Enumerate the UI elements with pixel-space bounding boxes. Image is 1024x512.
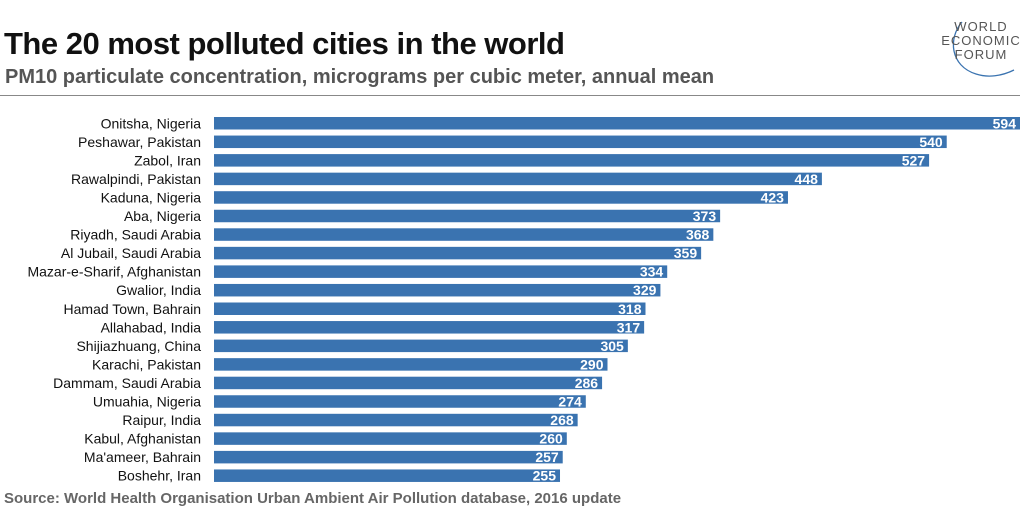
data-label: 540 — [919, 134, 943, 150]
bar — [214, 469, 561, 482]
data-label: 423 — [761, 189, 785, 205]
category-label: Boshehr, Iran — [118, 468, 201, 484]
data-label: 268 — [550, 412, 574, 428]
category-label: Allahabad, India — [101, 319, 202, 335]
category-label: Karachi, Pakistan — [92, 356, 201, 372]
source-note: Source: World Health Organisation Urban … — [4, 490, 622, 507]
data-label: 274 — [558, 394, 582, 410]
data-label: 594 — [993, 115, 1017, 131]
data-label: 334 — [640, 264, 664, 280]
logo-text: ECONOMIC — [941, 33, 1021, 48]
data-label: 317 — [617, 319, 641, 335]
bar — [214, 117, 1020, 130]
bar — [214, 172, 822, 186]
data-label: 286 — [575, 375, 599, 391]
category-label: Al Jubail, Saudi Arabia — [61, 245, 201, 261]
category-label: Kaduna, Nigeria — [101, 189, 202, 205]
data-label: 368 — [686, 227, 710, 243]
data-label: 527 — [902, 152, 926, 168]
data-label: 290 — [580, 356, 604, 372]
category-label: Aba, Nigeria — [124, 208, 201, 224]
bar — [214, 432, 567, 445]
data-label: 359 — [674, 245, 698, 261]
category-label: Kabul, Afghanistan — [84, 431, 201, 447]
category-label: Ma'ameer, Bahrain — [84, 449, 201, 465]
data-label: 373 — [693, 208, 717, 224]
bar — [214, 209, 721, 223]
data-label: 318 — [618, 301, 642, 317]
data-label: 448 — [795, 171, 819, 187]
bar — [214, 450, 563, 464]
data-label: 257 — [535, 449, 559, 465]
category-label: Riyadh, Saudi Arabia — [70, 227, 201, 243]
bar — [214, 283, 661, 297]
bar — [214, 135, 947, 149]
category-label: Dammam, Saudi Arabia — [53, 375, 201, 391]
divider — [0, 95, 1020, 96]
chart-subtitle: PM10 particulate concentration, microgra… — [5, 66, 715, 88]
bar — [214, 154, 930, 167]
category-label: Hamad Town, Bahrain — [64, 301, 201, 317]
bar — [214, 265, 668, 278]
bar — [214, 413, 578, 427]
data-label: 260 — [539, 431, 563, 447]
bar — [214, 228, 714, 241]
logo-text: FORUM — [954, 47, 1008, 62]
bar — [214, 246, 702, 260]
category-label: Gwalior, India — [116, 282, 201, 298]
category-label: Shijiazhuang, China — [76, 338, 201, 354]
wef-logo: WORLD ECONOMIC FORUM — [940, 18, 1022, 78]
bar — [214, 302, 646, 315]
category-label: Raipur, India — [122, 412, 201, 428]
data-label: 255 — [533, 468, 557, 484]
category-label: Rawalpindi, Pakistan — [71, 171, 201, 187]
category-label: Onitsha, Nigeria — [101, 115, 202, 131]
bar — [214, 376, 603, 390]
bar — [214, 191, 788, 204]
bar — [214, 358, 608, 371]
bar — [214, 321, 645, 334]
category-label: Umuahia, Nigeria — [93, 394, 201, 410]
logo-text: WORLD — [954, 19, 1008, 34]
logo-arc-icon — [952, 21, 1015, 77]
category-label: Mazar-e-Sharif, Afghanistan — [27, 264, 201, 280]
category-label: Peshawar, Pakistan — [78, 134, 201, 150]
chart-title: The 20 most polluted cities in the world — [4, 26, 565, 61]
bar — [214, 395, 586, 408]
bar — [214, 339, 628, 353]
data-label: 329 — [633, 282, 657, 298]
category-label: Zabol, Iran — [134, 152, 201, 168]
data-label: 305 — [600, 338, 624, 354]
